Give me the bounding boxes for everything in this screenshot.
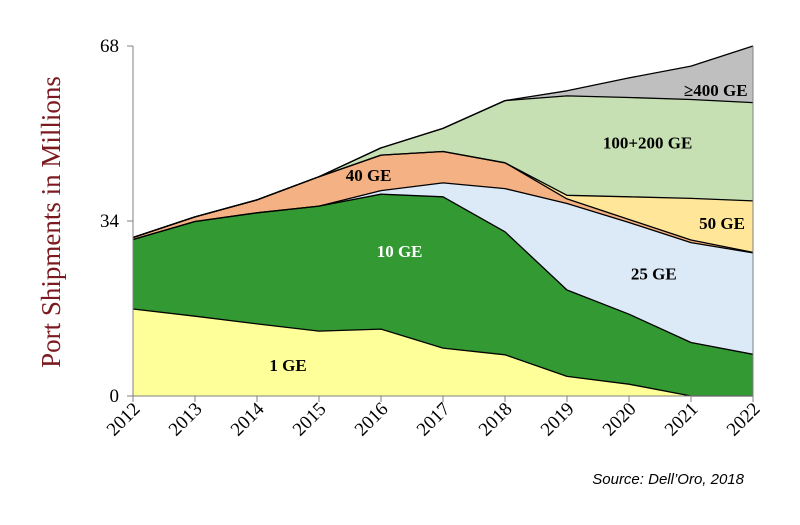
series-label: 10 GE [377, 242, 423, 261]
boundary-line [132, 182, 754, 254]
x-tick-label: 2018 [475, 399, 517, 441]
series-label: 50 GE [699, 214, 745, 233]
area-25-ge [133, 182, 753, 355]
series-label: 40 GE [346, 166, 392, 185]
y-ticks: 0 34 68 [100, 36, 133, 407]
x-tick-label: 2013 [165, 399, 207, 441]
area-1-ge [133, 309, 753, 396]
area-10-ge [133, 194, 753, 396]
source-annotation: Source: Dell’Oro, 2018 [592, 471, 744, 488]
x-tick-label: 2022 [723, 399, 765, 441]
series-label: 100+200 GE [603, 134, 693, 153]
series-label: ≥400 GE [684, 81, 748, 100]
x-tick-label: 2016 [351, 399, 393, 441]
area-layers [132, 45, 754, 397]
y-tick-label: 0 [110, 386, 120, 407]
y-tick-label: 34 [100, 211, 120, 232]
series-label: 1 GE [269, 356, 306, 375]
x-tick-label: 2014 [227, 398, 269, 440]
x-tick-label: 2015 [289, 399, 331, 441]
x-ticks: 2012 2013 2014 2015 2016 2017 2018 2019 2020 2021… [103, 396, 765, 440]
area-50-ge [133, 151, 753, 253]
boundary-line [132, 308, 753, 397]
y-axis-label: Port Shipments in Millions [36, 76, 66, 368]
area-40-ge [133, 151, 753, 253]
area--400-ge [133, 46, 753, 238]
x-tick-label: 2019 [537, 399, 579, 441]
x-tick-label: 2020 [599, 399, 641, 441]
x-tick-label: 2017 [413, 399, 455, 441]
series-label: 25 GE [631, 264, 677, 283]
y-tick-label: 68 [100, 36, 119, 57]
boundary-line [132, 45, 754, 239]
area-100-200-ge [133, 95, 753, 238]
series-labels: 1 GE 10 GE 25 GE 40 GE 50 GE 100+200 GE ≥400 G… [269, 81, 747, 375]
x-tick-label: 2021 [661, 399, 703, 441]
